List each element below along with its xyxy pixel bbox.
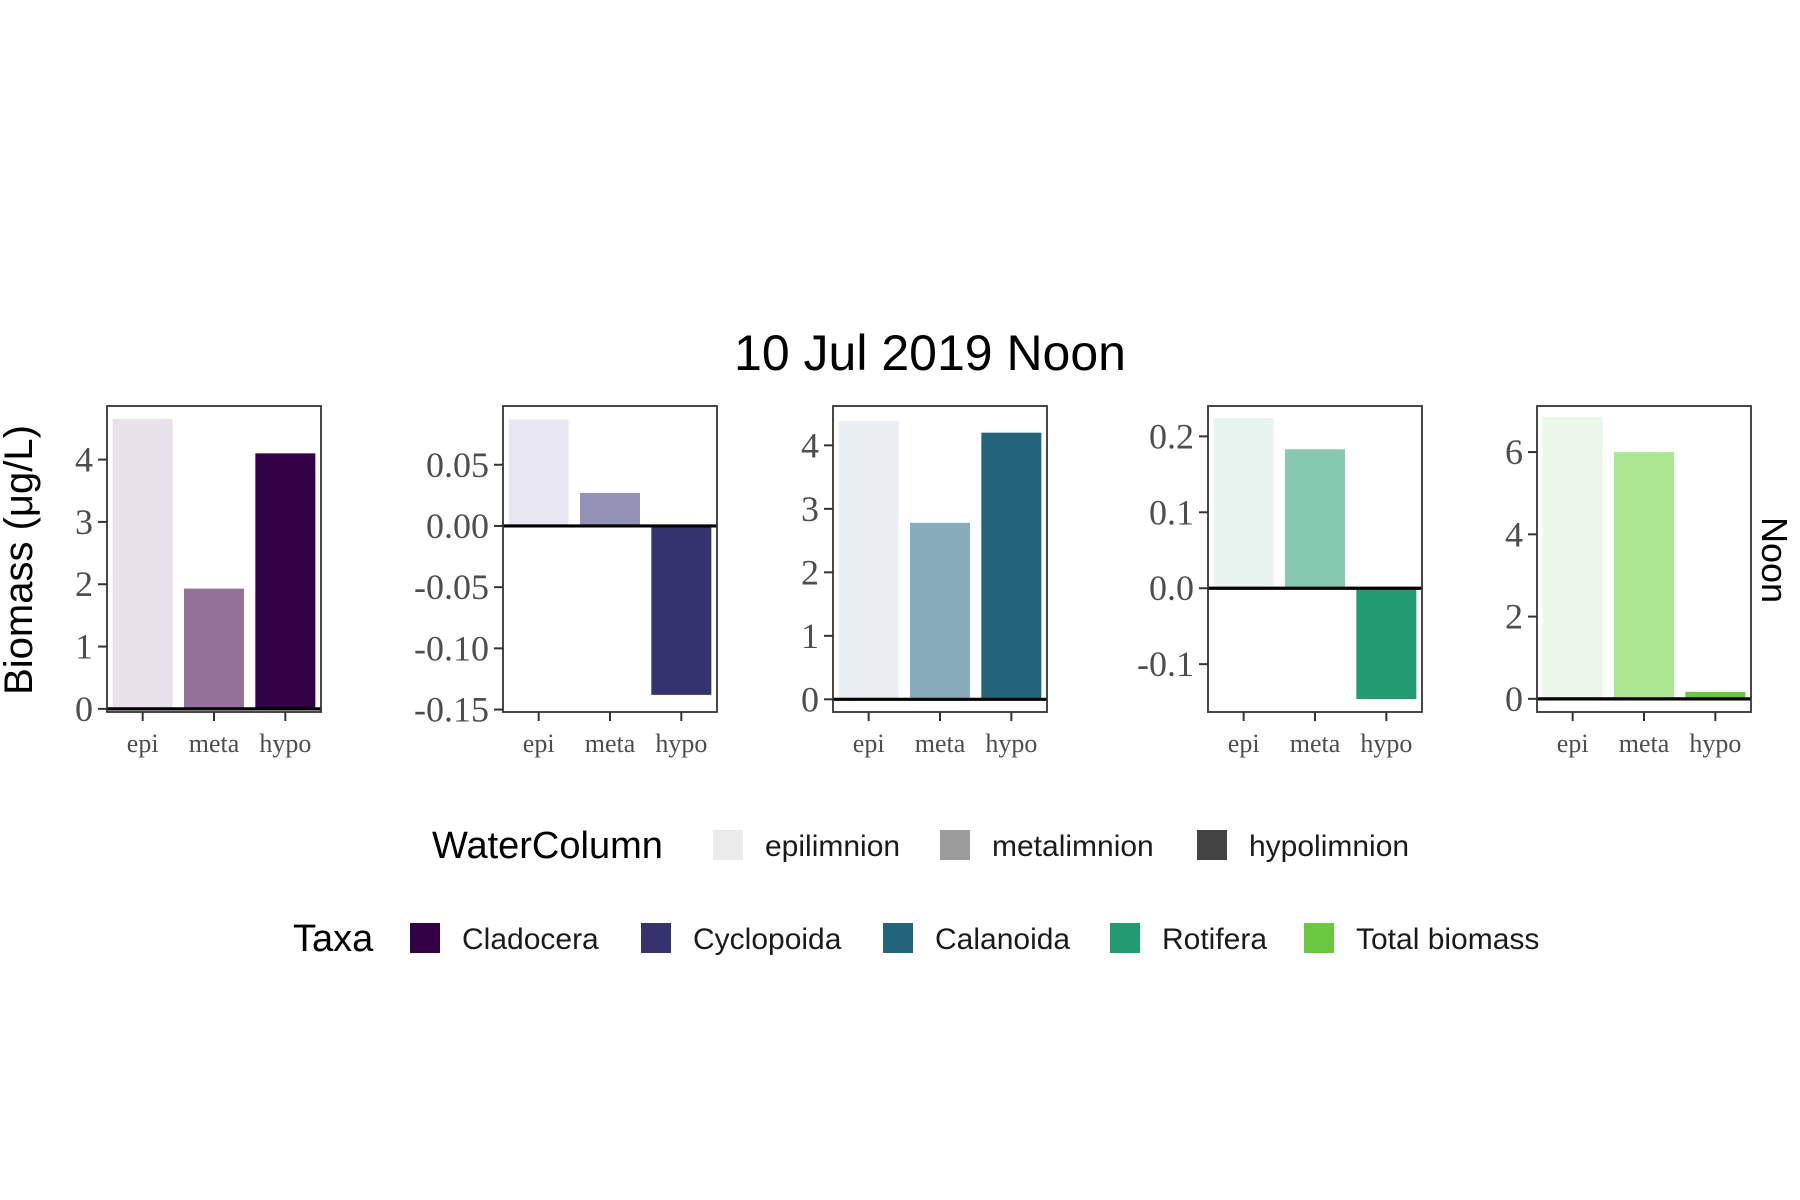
x-tick-label: meta (1619, 729, 1670, 758)
y-tick-label: 4 (801, 425, 819, 465)
x-tick-label: epi (1228, 729, 1260, 758)
legend-title: WaterColumn (432, 825, 663, 867)
bar-epi (112, 419, 173, 709)
legend-label: metalimnion (992, 830, 1154, 863)
y-tick-label: 0.00 (426, 506, 489, 546)
bar-epi (838, 421, 899, 700)
x-tick-label: epi (1557, 729, 1589, 758)
y-tick-label: 0.0 (1149, 568, 1194, 608)
x-tick-label: meta (189, 729, 240, 758)
facet-strip-label: Noon (1754, 517, 1795, 603)
bar-meta (1614, 452, 1674, 699)
legend-key (883, 923, 913, 953)
legend-key (1110, 923, 1140, 953)
panel-cyclopoida: 0.05 0.00 -0.05 -0.10 -0.15 epi meta hypo (414, 405, 718, 758)
legend-watercolumn: WaterColumn epilimnion metalimnion hypolimn… (432, 825, 1409, 867)
bar-epi (1542, 417, 1603, 699)
x-tick-label: hypo (985, 729, 1037, 758)
legend-taxa: Taxa Cladocera Cyclopoida Calanoida Rotifera… (293, 918, 1539, 960)
legend-title: Taxa (293, 918, 374, 960)
legend-label: Cladocera (462, 923, 599, 956)
x-tick-label: epi (853, 729, 885, 758)
x-tick-label: hypo (1689, 729, 1741, 758)
y-tick-label: 3 (801, 489, 819, 529)
y-tick-label: 0.1 (1149, 492, 1194, 532)
bar-hypo (651, 525, 712, 695)
bar-epi (1213, 418, 1274, 589)
legend-label: Calanoida (935, 923, 1070, 956)
y-tick-label: -0.15 (414, 690, 489, 730)
y-tick-label: 0.2 (1149, 416, 1194, 456)
y-tick-label: 2 (1505, 597, 1523, 637)
panel-rotifera: 0.2 0.1 0.0 -0.1 epi meta hypo (1137, 405, 1423, 758)
bar-hypo (981, 432, 1042, 700)
y-tick-label: 3 (75, 502, 93, 542)
bar-epi (508, 419, 569, 526)
legend-key (1304, 923, 1334, 953)
bar-hypo (1685, 691, 1746, 699)
x-tick-label: hypo (655, 729, 707, 758)
panel-calanoida: 0 1 2 3 4 epi meta hypo (801, 405, 1048, 758)
bar-meta (910, 522, 970, 700)
y-tick-label: 0 (1505, 679, 1523, 719)
x-tick-label: meta (1290, 729, 1341, 758)
legend-key (940, 830, 970, 860)
x-tick-label: epi (523, 729, 555, 758)
legend-label: Total biomass (1356, 923, 1539, 956)
bar-meta (580, 492, 640, 526)
y-tick-label: 2 (75, 564, 93, 604)
y-tick-label: 1 (801, 616, 819, 656)
x-tick-label: hypo (259, 729, 311, 758)
y-tick-label: 1 (75, 627, 93, 667)
y-tick-label: 6 (1505, 432, 1523, 472)
legend-key (713, 830, 743, 860)
y-tick-label: 2 (801, 552, 819, 592)
x-tick-label: epi (127, 729, 159, 758)
x-tick-label: meta (915, 729, 966, 758)
legend-label: Rotifera (1162, 923, 1267, 956)
bar-hypo (1356, 588, 1417, 700)
y-tick-label: 0 (801, 679, 819, 719)
y-tick-label: 0 (75, 689, 93, 729)
legend-label: hypolimnion (1249, 830, 1409, 863)
legend-label: epilimnion (765, 830, 900, 863)
y-axis-label: Biomass (μg/L) (0, 425, 41, 695)
bar-hypo (255, 453, 316, 709)
y-tick-label: 4 (1505, 514, 1523, 554)
legend-key (1197, 830, 1227, 860)
bar-meta (184, 588, 244, 709)
y-tick-label: -0.05 (414, 567, 489, 607)
panel-total-biomass: 0 2 4 6 epi meta hypo (1505, 405, 1752, 758)
bar-meta (1285, 449, 1345, 589)
legend-key (641, 923, 671, 953)
y-tick-label: -0.10 (414, 628, 489, 668)
panel-cladocera: 0 1 2 3 4 epi meta hypo (75, 405, 322, 758)
x-tick-label: meta (585, 729, 636, 758)
y-tick-label: 4 (75, 440, 93, 480)
y-tick-label: -0.1 (1137, 644, 1194, 684)
chart-title: 10 Jul 2019 Noon (734, 325, 1126, 381)
y-tick-label: 0.05 (426, 445, 489, 485)
x-tick-label: hypo (1360, 729, 1412, 758)
legend-key (410, 923, 440, 953)
legend-label: Cyclopoida (693, 923, 842, 956)
